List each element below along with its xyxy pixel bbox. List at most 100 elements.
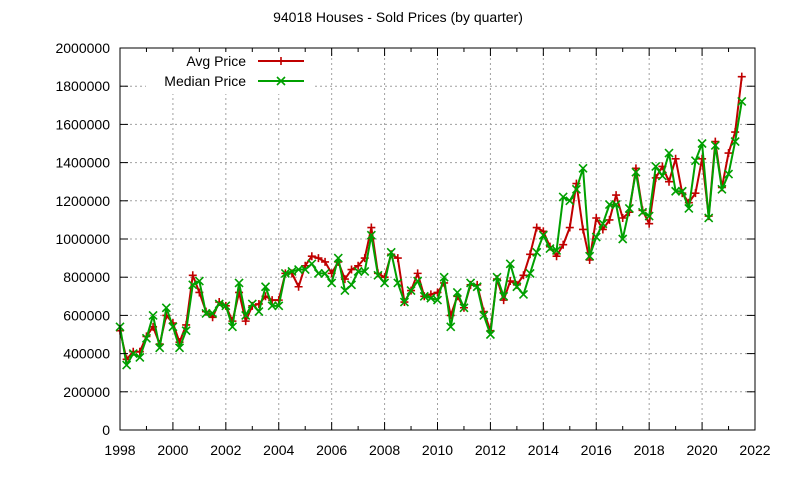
- legend-background: [146, 52, 314, 94]
- data-point-median-price: [598, 219, 608, 229]
- data-point-avg-price: [592, 213, 601, 222]
- y-tick-label: 800000: [63, 269, 110, 285]
- data-point-avg-price: [651, 173, 660, 182]
- data-point-median-price: [565, 196, 575, 206]
- data-point-avg-price: [426, 290, 435, 299]
- legend-marker-avg-price: [277, 57, 285, 65]
- data-point-median-price: [677, 186, 687, 196]
- data-point-avg-price: [519, 271, 528, 280]
- data-point-median-price: [122, 360, 132, 370]
- data-point-median-price: [637, 207, 648, 217]
- data-point-median-price: [386, 247, 396, 257]
- data-point-median-price: [578, 163, 588, 173]
- series-median-price: [115, 96, 747, 370]
- data-point-median-price: [717, 184, 727, 194]
- data-point-median-price: [704, 213, 714, 223]
- y-tick-label: 0: [102, 422, 110, 438]
- data-point-median-price: [399, 297, 409, 307]
- x-tick-label: 2012: [475, 442, 506, 458]
- data-point-avg-price: [532, 223, 541, 232]
- data-point-avg-price: [354, 261, 363, 270]
- data-point-median-price: [466, 278, 476, 288]
- x-tick-label: 2004: [263, 442, 294, 458]
- data-point-median-price: [545, 243, 555, 254]
- data-point-avg-price: [579, 225, 588, 234]
- data-point-median-price: [551, 245, 562, 256]
- y-axis: 0 200000 400000 600000 800000 1000000 1200000 1…: [55, 40, 755, 438]
- data-point-median-price: [446, 322, 456, 332]
- legend-marker-avg-price: [277, 57, 285, 65]
- data-point-avg-price: [731, 128, 740, 137]
- data-point-median-price: [280, 268, 290, 278]
- data-point-avg-price: [737, 72, 746, 81]
- data-point-avg-price: [526, 250, 535, 259]
- data-point-median-price: [591, 232, 601, 242]
- y-tick-label: 400000: [63, 346, 110, 362]
- data-point-median-price: [657, 171, 667, 181]
- x-tick-label: 2010: [422, 442, 453, 458]
- data-point-avg-price: [393, 254, 402, 263]
- x-tick-label: 2016: [581, 442, 612, 458]
- grid-lines: [120, 48, 755, 430]
- data-point-avg-price: [314, 254, 323, 263]
- data-point-median-price: [532, 247, 542, 257]
- legend-marker-median-price: [276, 76, 286, 86]
- data-point-avg-price: [307, 252, 316, 261]
- data-point-avg-price: [294, 282, 303, 291]
- data-point-median-price: [333, 253, 343, 263]
- data-point-avg-price: [552, 252, 561, 261]
- data-point-avg-price: [691, 189, 700, 198]
- legend-label-median-price: Median Price: [164, 73, 246, 89]
- x-tick-label: 1998: [104, 442, 135, 458]
- y-tick-label: 600000: [63, 307, 110, 323]
- data-point-median-price: [684, 203, 694, 214]
- data-point-median-price: [181, 326, 191, 336]
- data-point-avg-price: [612, 191, 621, 200]
- data-point-median-price: [512, 282, 522, 292]
- data-point-median-price: [287, 266, 297, 277]
- data-point-median-price: [492, 272, 502, 282]
- data-point-median-price: [128, 349, 138, 359]
- data-point-avg-price: [413, 269, 422, 278]
- data-point-median-price: [585, 251, 595, 261]
- data-point-median-price: [380, 278, 390, 288]
- x-tick-label: 2002: [210, 442, 241, 458]
- data-point-median-price: [432, 295, 443, 305]
- data-point-median-price: [690, 156, 701, 166]
- data-point-median-price: [737, 96, 747, 107]
- y-tick-label: 1800000: [55, 78, 110, 94]
- data-point-median-price: [141, 333, 152, 343]
- data-point-median-price: [723, 169, 734, 179]
- y-tick-label: 1600000: [55, 116, 110, 132]
- data-point-median-price: [155, 343, 165, 353]
- data-point-median-price: [671, 186, 681, 196]
- data-point-median-price: [631, 167, 641, 177]
- x-tick-label: 2020: [687, 442, 718, 458]
- data-point-median-price: [406, 286, 416, 296]
- data-point-median-price: [360, 266, 370, 277]
- data-point-avg-price: [499, 296, 508, 305]
- data-point-median-price: [241, 310, 251, 320]
- data-point-median-price: [194, 276, 204, 286]
- data-point-median-price: [294, 264, 304, 275]
- data-point-median-price: [267, 301, 277, 311]
- data-point-median-price: [571, 184, 581, 194]
- data-point-median-price: [499, 291, 509, 301]
- data-point-median-price: [538, 230, 548, 240]
- data-point-median-price: [664, 148, 674, 158]
- data-point-median-price: [452, 287, 462, 298]
- data-point-median-price: [479, 310, 489, 320]
- data-point-avg-price: [671, 154, 680, 163]
- data-point-median-price: [135, 352, 145, 362]
- data-point-avg-price: [188, 271, 197, 280]
- series-layer: [115, 72, 747, 370]
- data-point-median-price: [320, 268, 330, 278]
- data-point-median-price: [174, 343, 185, 353]
- data-point-median-price: [247, 299, 257, 309]
- data-point-avg-price: [367, 223, 376, 232]
- data-point-median-price: [168, 322, 178, 332]
- data-point-median-price: [611, 200, 621, 210]
- data-point-median-price: [353, 266, 363, 277]
- data-point-median-price: [366, 230, 376, 240]
